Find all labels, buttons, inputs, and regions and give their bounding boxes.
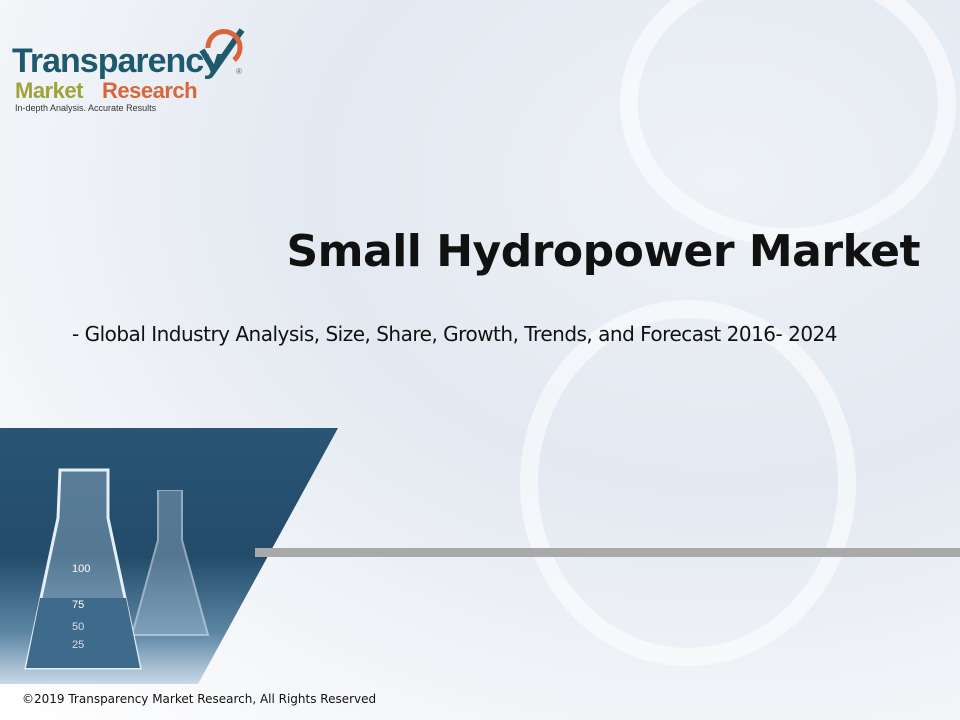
logo-tagline: In-depth Analysis. Accurate Results: [15, 103, 157, 113]
background-glass-decoration: [620, 0, 956, 246]
logo-line2-research: Research: [102, 78, 198, 103]
background-glass-decoration: [520, 300, 856, 666]
logo-line1: Transparency: [12, 42, 222, 80]
slide-subtitle: - Global Industry Analysis, Size, Share,…: [72, 322, 838, 346]
background-flask-image: [130, 490, 210, 636]
checkmark-logo-icon: ®: [199, 28, 245, 76]
flask-mark: 25: [72, 639, 84, 651]
divider-bar: [255, 548, 960, 557]
company-logo: Transparency Market Research In-depth An…: [12, 28, 252, 120]
svg-text:®: ®: [236, 67, 242, 76]
logo-line2-market: Market: [15, 78, 83, 103]
flask-mark: 100: [72, 563, 90, 575]
copyright-footer: ©2019 Transparency Market Research, All …: [22, 692, 377, 706]
erlenmeyer-flask-image: 100 75 50 25: [24, 468, 142, 670]
flask-mark: 75: [72, 599, 84, 611]
slide-title: Small Hydropower Market: [286, 226, 920, 277]
flask-mark: 50: [72, 621, 84, 633]
